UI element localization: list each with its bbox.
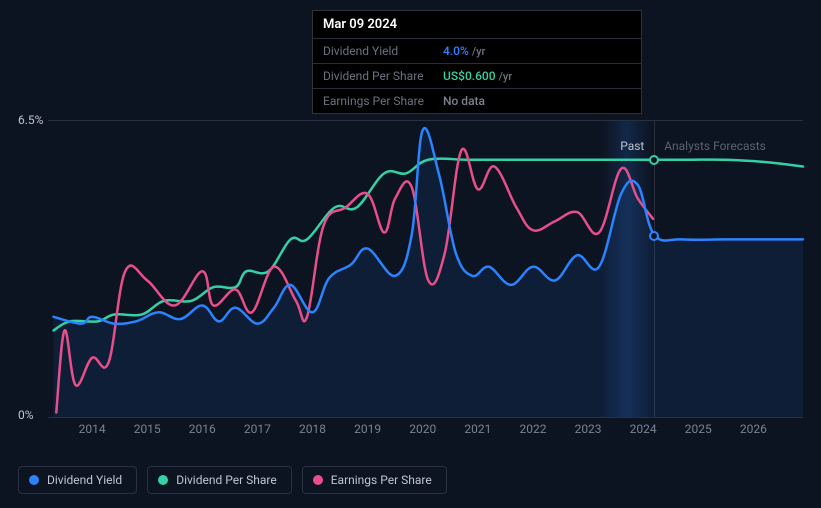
y-axis-max-label: 6.5% xyxy=(18,113,43,127)
legend-label: Earnings Per Share xyxy=(331,473,432,487)
x-tick: 2014 xyxy=(79,422,106,436)
tooltip-date: Mar 09 2024 xyxy=(313,11,641,39)
legend-item[interactable]: Earnings Per Share xyxy=(302,466,447,494)
tooltip-row: Dividend Per ShareUS$0.600/yr xyxy=(313,64,641,89)
tooltip-row-value: US$0.600/yr xyxy=(443,69,512,83)
chart-area: 6.5% 0% Past Analysts Forecasts 2014 2015… xyxy=(18,110,803,458)
legend-item[interactable]: Dividend Per Share xyxy=(147,466,292,494)
x-tick: 2016 xyxy=(189,422,216,436)
series-marker xyxy=(649,155,659,165)
legend-dot xyxy=(29,475,39,485)
x-tick: 2018 xyxy=(299,422,326,436)
series-marker xyxy=(649,231,659,241)
legend-dot xyxy=(313,475,323,485)
x-tick: 2024 xyxy=(630,422,657,436)
x-tick: 2019 xyxy=(354,422,381,436)
y-axis-min-label: 0% xyxy=(18,408,34,422)
hover-tooltip: Mar 09 2024 Dividend Yield4.0%/yrDividen… xyxy=(312,10,642,114)
x-tick: 2025 xyxy=(685,422,712,436)
x-axis: 2014 2015 2016 2017 2018 2019 2020 2021 2022 2023… xyxy=(48,422,803,442)
tooltip-row-label: Dividend Yield xyxy=(323,44,443,58)
x-tick: 2021 xyxy=(464,422,491,436)
tooltip-row-label: Dividend Per Share xyxy=(323,69,443,83)
legend-item[interactable]: Dividend Yield xyxy=(18,466,137,494)
tooltip-row-label: Earnings Per Share xyxy=(323,94,443,108)
x-tick: 2026 xyxy=(740,422,767,436)
x-tick: 2017 xyxy=(244,422,271,436)
chart-container: Mar 09 2024 Dividend Yield4.0%/yrDividen… xyxy=(0,0,821,508)
x-tick: 2020 xyxy=(409,422,436,436)
plot-region[interactable]: Past Analysts Forecasts xyxy=(48,120,803,418)
legend-label: Dividend Yield xyxy=(47,473,122,487)
x-tick: 2023 xyxy=(575,422,602,436)
legend-label: Dividend Per Share xyxy=(176,473,277,487)
tooltip-row-value: No data xyxy=(443,94,485,108)
tooltip-row-value: 4.0%/yr xyxy=(443,44,485,58)
x-tick: 2015 xyxy=(134,422,161,436)
x-tick: 2022 xyxy=(519,422,546,436)
tooltip-row: Dividend Yield4.0%/yr xyxy=(313,39,641,64)
tooltip-row: Earnings Per ShareNo data xyxy=(313,89,641,113)
legend-dot xyxy=(158,475,168,485)
legend: Dividend Yield Dividend Per Share Earnings… xyxy=(18,466,447,494)
